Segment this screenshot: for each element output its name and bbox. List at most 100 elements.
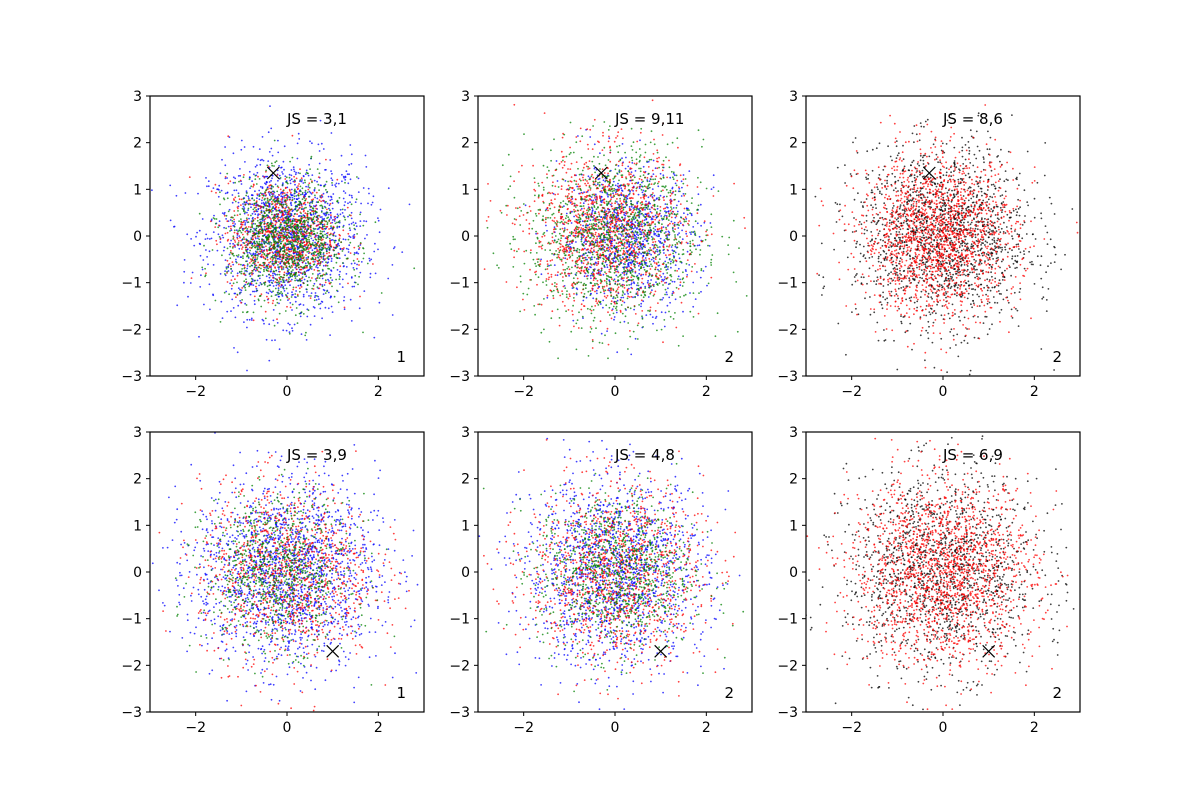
scatter-point	[372, 195, 375, 198]
scatter-point	[252, 219, 255, 222]
scatter-point	[615, 222, 618, 225]
scatter-point	[273, 233, 275, 236]
scatter-point	[314, 241, 316, 244]
scatter-point	[333, 295, 336, 298]
x-tick-label: 0	[283, 384, 292, 400]
scatter-point	[606, 220, 609, 223]
scatter-point	[311, 243, 313, 246]
scatter-point	[276, 200, 279, 203]
scatter-point	[255, 229, 258, 232]
scatter-point	[204, 238, 207, 241]
scatter-point	[278, 348, 281, 351]
scatter-point	[657, 185, 660, 188]
scatter-point	[349, 236, 352, 239]
scatter-point	[362, 187, 365, 189]
scatter-point	[270, 211, 273, 213]
scatter-point	[321, 268, 324, 271]
scatter-point	[302, 245, 304, 248]
scatter-point	[302, 304, 305, 306]
scatter-point	[311, 249, 314, 252]
scatter-point	[252, 230, 254, 233]
scatter-point	[615, 274, 618, 277]
scatter-point	[319, 221, 321, 224]
scatter-point	[306, 201, 309, 204]
scatter-point	[259, 218, 261, 221]
scatter-point	[663, 278, 666, 281]
scatter-point	[607, 195, 609, 198]
scatter-point	[366, 262, 369, 265]
scatter-point	[198, 229, 201, 232]
scatter-point	[637, 193, 640, 196]
scatter-point	[625, 156, 627, 159]
x-tick-label: −2	[185, 384, 206, 400]
scatter-point	[308, 216, 311, 219]
scatter-point	[226, 247, 229, 250]
scatter-point	[268, 190, 270, 193]
scatter-point	[675, 326, 678, 329]
scatter-point	[317, 240, 320, 243]
scatter-point	[320, 220, 323, 222]
scatter-point	[311, 273, 314, 275]
scatter-point	[227, 210, 230, 213]
scatter-point	[274, 253, 277, 256]
scatter-point	[341, 250, 344, 252]
scatter-point	[219, 273, 222, 275]
scatter-point	[677, 267, 680, 270]
scatter-point	[630, 205, 633, 208]
scatter-point	[316, 197, 319, 200]
scatter-point	[582, 224, 584, 227]
scatter-point	[294, 190, 296, 193]
scatter-point	[277, 199, 280, 202]
scatter-point	[305, 254, 307, 256]
scatter-point	[292, 251, 295, 254]
scatter-point	[685, 218, 688, 220]
scatter-point	[287, 280, 290, 282]
scatter-point	[294, 262, 297, 265]
scatter-point	[233, 254, 235, 257]
scatter-point	[263, 263, 266, 266]
scatter-point	[568, 193, 570, 195]
scatter-point	[321, 242, 323, 245]
scatter-point	[590, 277, 592, 280]
scatter-point	[631, 245, 633, 247]
scatter-point	[255, 225, 258, 228]
scatter-point	[276, 241, 278, 244]
scatter-point	[217, 233, 220, 236]
scatter-point	[222, 236, 225, 239]
scatter-point	[265, 231, 267, 233]
scatter-point	[239, 291, 241, 294]
scatter-point	[286, 239, 289, 242]
scatter-point	[282, 217, 284, 220]
scatter-point	[268, 193, 271, 195]
scatter-point	[320, 211, 323, 213]
scatter-point	[622, 203, 624, 206]
scatter-point	[218, 184, 221, 187]
scatter-point	[326, 290, 328, 293]
scatter-point	[330, 260, 333, 262]
scatter-point	[232, 222, 234, 225]
scatter-point	[221, 212, 224, 215]
scatter-point	[275, 233, 278, 236]
scatter-point	[279, 229, 282, 232]
scatter-point	[317, 263, 319, 265]
scatter-point	[339, 265, 342, 268]
scatter-point	[288, 173, 291, 176]
scatter-point	[640, 299, 643, 302]
scatter-point	[236, 351, 239, 354]
scatter-point	[239, 213, 242, 216]
scatter-point	[363, 290, 366, 292]
scatter-point	[334, 184, 336, 186]
scatter-point	[353, 224, 355, 227]
scatter-point	[599, 320, 602, 323]
scatter-point	[620, 234, 623, 237]
scatter-point	[661, 298, 663, 301]
scatter-point	[278, 225, 281, 228]
scatter-point	[551, 240, 554, 242]
scatter-point	[363, 252, 365, 255]
scatter-point	[305, 230, 308, 233]
scatter-point	[583, 271, 586, 274]
scatter-point	[318, 259, 320, 262]
scatter-point	[258, 277, 261, 280]
scatter-point	[640, 223, 643, 226]
